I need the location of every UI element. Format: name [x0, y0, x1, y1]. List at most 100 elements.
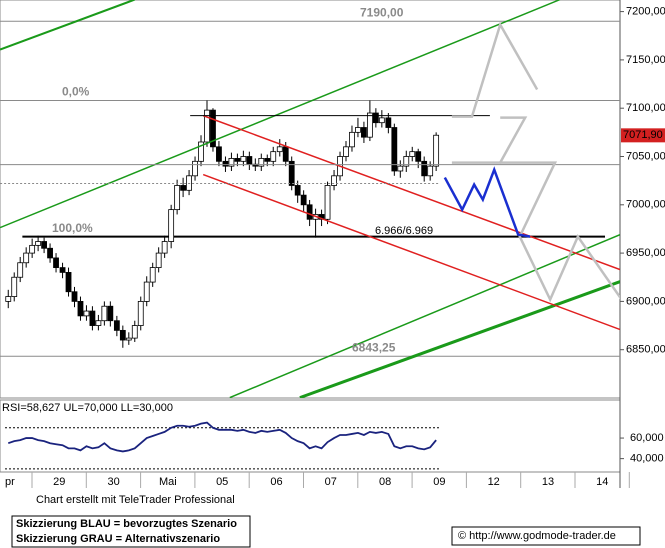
- candle-body: [71, 291, 78, 302]
- candle-body: [59, 267, 66, 273]
- candle-body: [89, 310, 96, 326]
- candle-body: [119, 329, 126, 341]
- y-tick-label: 7000,00: [626, 199, 665, 211]
- trend-line: [0, 0, 561, 229]
- trend-line: [443, 166, 531, 238]
- candle-body: [343, 146, 349, 157]
- rsi-tick-label: 60,000: [630, 432, 664, 444]
- rsi-label: RSI=58,627 UL=70,000 LL=30,000: [2, 402, 173, 414]
- candle-body: [174, 185, 181, 211]
- candle-body: [192, 160, 198, 177]
- candle-body: [131, 325, 138, 339]
- candle-body: [161, 241, 168, 254]
- candle-body: [53, 257, 59, 268]
- candle-body: [47, 247, 53, 259]
- candle-body: [198, 141, 204, 162]
- candle-body: [385, 117, 392, 128]
- candle-body: [210, 109, 216, 148]
- candle-body: [228, 158, 235, 167]
- level-label: 7190,00: [360, 5, 404, 19]
- trend-line: [299, 280, 620, 398]
- candle-body: [23, 252, 30, 264]
- candle-body: [282, 146, 289, 162]
- x-tick-label: 12: [488, 476, 500, 488]
- candle-body: [234, 158, 241, 162]
- x-tick-label: Mai: [159, 476, 177, 488]
- candle-body: [168, 209, 175, 242]
- y-tick-label: 7200,00: [626, 5, 665, 17]
- candle-body: [95, 320, 102, 326]
- rsi-line: [7, 421, 437, 453]
- candle-body: [258, 158, 265, 167]
- x-tick-label: 08: [379, 476, 391, 488]
- trend-line: [229, 233, 620, 398]
- level-label: 6843,25: [352, 340, 396, 354]
- candle-body: [180, 185, 187, 191]
- y-tick-label: 6850,00: [626, 344, 665, 356]
- trend-line: [202, 114, 620, 271]
- candle-body: [433, 134, 440, 167]
- level-label: 100,0%: [52, 221, 93, 235]
- level-label: 0,0%: [62, 85, 90, 99]
- candle-body: [41, 241, 47, 249]
- candle-body: [409, 151, 416, 157]
- candle-body: [361, 127, 367, 138]
- candle-body: [11, 276, 18, 297]
- legend-box: [11, 515, 251, 548]
- rsi-tick-label: 40,000: [630, 453, 664, 465]
- candle-body: [294, 185, 301, 196]
- y-tick-label: 7050,00: [626, 150, 665, 162]
- source-box: [451, 526, 641, 546]
- candle-body: [83, 310, 90, 317]
- candle-body: [107, 305, 114, 322]
- candle-body: [65, 272, 72, 293]
- rsi-panel: [0, 399, 621, 473]
- last-price-box: [621, 128, 665, 143]
- candle-body: [101, 305, 108, 322]
- candle-body: [403, 156, 410, 167]
- candle-body: [276, 146, 283, 153]
- source: © http://www.godmode-trader.de: [458, 530, 616, 542]
- candle-body: [427, 165, 434, 177]
- x-tick-label: 13: [542, 476, 554, 488]
- candle-body: [29, 244, 36, 254]
- x-tick-label: 14: [596, 476, 608, 488]
- candle-body: [143, 281, 150, 302]
- candle-body: [125, 337, 132, 341]
- candle-body: [391, 127, 398, 172]
- last-price-label: 7071,90: [623, 129, 663, 141]
- candle-body: [270, 151, 277, 162]
- candle-body: [35, 241, 42, 246]
- candle-body: [113, 320, 120, 331]
- candle-body: [300, 194, 307, 206]
- x-tick-label: 05: [216, 476, 228, 488]
- candle-body: [415, 151, 422, 162]
- candle-body: [246, 156, 253, 165]
- candle-body: [421, 160, 428, 177]
- candle-body: [306, 204, 313, 220]
- x-tick-label: 06: [270, 476, 282, 488]
- legend-blue: Skizzierung BLAU = bevorzugtes Szenario: [16, 518, 237, 530]
- candle-body: [5, 296, 12, 302]
- y-tick-label: 7150,00: [626, 54, 665, 66]
- candle-body: [331, 175, 337, 186]
- y-tick-label: 6950,00: [626, 247, 665, 259]
- candle-body: [397, 165, 404, 172]
- candle-body: [349, 131, 355, 148]
- trend-line: [202, 173, 620, 331]
- candle-body: [378, 117, 385, 124]
- x-tick-label: 09: [433, 476, 445, 488]
- x-tick-label: 29: [53, 476, 65, 488]
- price-panel: [0, 0, 621, 399]
- candle-body: [204, 109, 210, 143]
- candle-body: [372, 112, 379, 124]
- candle-body: [216, 146, 222, 162]
- candle-body: [288, 160, 295, 186]
- plot-area: [0, 0, 620, 398]
- y-tick-label: 6900,00: [626, 295, 665, 307]
- x-tick-label: pr: [5, 476, 15, 488]
- trend-line: [500, 161, 620, 303]
- trend-line: [451, 116, 528, 164]
- candle-body: [17, 262, 24, 278]
